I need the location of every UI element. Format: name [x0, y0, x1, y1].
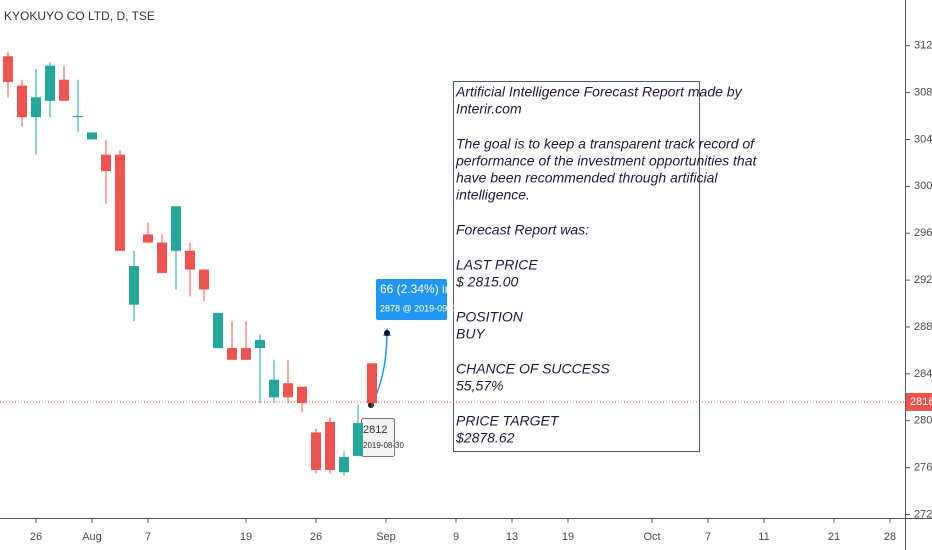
report-line: POSITION — [456, 309, 524, 325]
report-line: BUY — [456, 326, 486, 342]
candle-body — [325, 421, 335, 470]
last-price-tag — [906, 392, 932, 411]
candle-body — [283, 383, 293, 398]
x-tick-label: 19 — [240, 531, 252, 543]
y-tick-label: 2920 — [914, 274, 932, 286]
point-sublabel: 2019-08-30 — [363, 441, 404, 450]
y-tick-label: 2720 — [914, 508, 932, 520]
candle-body — [241, 348, 251, 360]
report-line: The goal is to keep a transparent track … — [456, 136, 756, 152]
x-tick-label: Sep — [376, 531, 396, 543]
candle-body — [353, 423, 363, 456]
report-line: CHANCE OF SUCCESS — [456, 361, 610, 377]
report-line: $2878.62 — [455, 430, 515, 446]
candle-body — [157, 242, 167, 274]
x-tick-label: 26 — [310, 531, 322, 543]
candle-body — [31, 97, 41, 118]
candle-body — [143, 234, 153, 243]
projection-label: 66 (2.34%) in 3d — [380, 282, 468, 296]
report-line: Artificial Intelligence Forecast Report … — [455, 84, 743, 100]
candle-body — [115, 154, 125, 251]
y-tick-label: 3080 — [914, 86, 932, 98]
candle-body — [59, 79, 69, 101]
report-line: 55,57% — [456, 378, 503, 394]
y-tick-label: 3000 — [914, 180, 932, 192]
candle-body — [227, 348, 237, 360]
x-tick-label: Oct — [643, 531, 660, 543]
candle-body — [213, 312, 223, 349]
x-tick-label: 21 — [828, 531, 840, 543]
candle-body — [255, 339, 265, 349]
y-tick-label: 2760 — [914, 462, 932, 474]
candle-body — [45, 65, 55, 101]
projection-callout — [376, 279, 447, 320]
candle-body — [269, 379, 279, 398]
candle-body — [129, 266, 139, 305]
x-tick-label: 7 — [705, 531, 711, 543]
report-line: $ 2815.00 — [455, 274, 518, 290]
candle-body — [73, 116, 83, 118]
y-tick-label: 3120 — [914, 40, 932, 52]
y-tick-label: 2840 — [914, 368, 932, 380]
last-price-label: 2816 — [910, 396, 932, 408]
report-box — [453, 81, 700, 452]
projection-end — [384, 330, 390, 336]
x-tick-label: 13 — [506, 531, 518, 543]
y-tick-label: 2800 — [914, 415, 932, 427]
report-line: intelligence. — [456, 187, 530, 203]
chart-title: KYOKUYO CO LTD, D, TSE — [4, 9, 155, 23]
candle-body — [339, 457, 349, 473]
x-tick-label: 28 — [884, 531, 896, 543]
candle-body — [87, 132, 97, 140]
report-line: Interir.com — [456, 101, 522, 117]
candle-body — [297, 386, 307, 404]
report-line: Forecast Report was: — [456, 222, 589, 238]
report-line: LAST PRICE — [456, 257, 538, 273]
point-label: 2812 — [363, 424, 387, 436]
x-tick-label: 9 — [453, 531, 459, 543]
y-tick-label: 2880 — [914, 321, 932, 333]
candle-body — [17, 85, 27, 118]
candle-body — [199, 269, 209, 290]
x-tick-label: 19 — [562, 531, 574, 543]
report-line: PRICE TARGET — [456, 413, 560, 429]
x-tick-label: 11 — [758, 531, 769, 543]
candle-body — [3, 56, 13, 83]
candle-body — [185, 250, 195, 270]
candle-body — [171, 206, 181, 251]
candle-body — [367, 363, 377, 404]
candle-body — [101, 154, 111, 172]
y-tick-label: 2960 — [914, 227, 932, 239]
report-line: performance of the investment opportunit… — [455, 153, 758, 169]
x-tick-label: Aug — [82, 531, 102, 543]
y-tick-label: 3040 — [914, 133, 932, 145]
projection-sublabel: 2878 @ 2019-09-02 — [380, 303, 460, 313]
candle-body — [311, 432, 321, 470]
x-tick-label: 26 — [30, 531, 42, 543]
x-tick-label: 7 — [145, 531, 151, 543]
report-line: have been recommended through artificial — [456, 170, 718, 186]
